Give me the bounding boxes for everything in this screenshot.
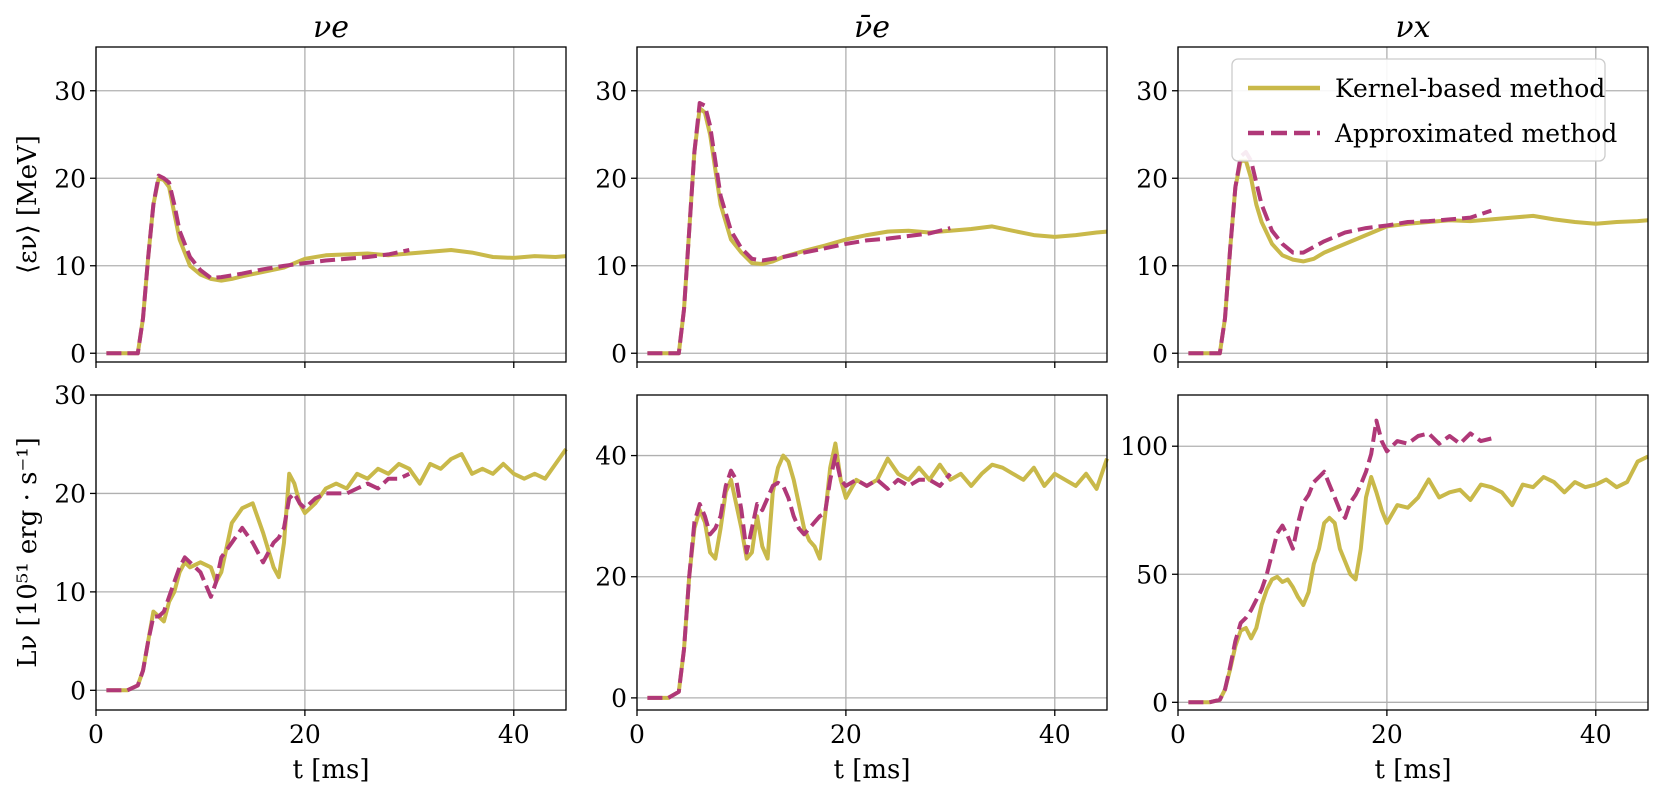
y-tick-label: 40 xyxy=(595,442,627,471)
y-tick-label: 20 xyxy=(1136,164,1168,193)
y-axis-label: ⟨εν⟩ [MeV] xyxy=(13,135,43,274)
panel-2: 0 10 20 30 ν̄e xyxy=(595,10,1108,368)
y-tick-label: 20 xyxy=(54,479,86,508)
series-line-kernel xyxy=(1188,454,1649,705)
x-tick-label: 40 xyxy=(498,720,530,749)
y-tick-label: 0 xyxy=(611,339,627,368)
y-tick-label: 10 xyxy=(54,252,86,281)
y-tick-label: 30 xyxy=(54,381,86,410)
y-tick-label: 10 xyxy=(54,578,86,607)
x-axis-label: t [ms] xyxy=(293,755,370,785)
x-tick-label: 20 xyxy=(289,720,321,749)
y-axis-label: Lν [10⁵¹ erg · s⁻¹] xyxy=(13,437,43,668)
axes-frame xyxy=(636,46,1108,363)
panel-4: 0 20 40 0 10 20 30 t [ms] Lν [10⁵¹ erg · s⁻¹] xyxy=(13,381,568,785)
axes-frame xyxy=(95,46,567,363)
series-line-approx xyxy=(106,173,410,356)
plot-area xyxy=(637,395,1107,710)
legend-label-kernel: Kernel-based method xyxy=(1335,74,1605,103)
x-tick-label: 40 xyxy=(1580,720,1612,749)
y-tick-label: 10 xyxy=(595,252,627,281)
series-line-approx xyxy=(647,101,951,356)
x-tick-label: 20 xyxy=(1371,720,1403,749)
y-tick-label: 20 xyxy=(595,563,627,592)
y-tick-label: 20 xyxy=(595,164,627,193)
y-tick-label: 30 xyxy=(54,77,86,106)
y-tick-label: 0 xyxy=(70,676,86,705)
panel-title: νx xyxy=(1395,10,1430,45)
series-line-approx xyxy=(647,453,952,700)
x-axis-label: t [ms] xyxy=(834,755,911,785)
y-tick-label: 50 xyxy=(1136,560,1168,589)
y-tick-label: 100 xyxy=(1120,432,1168,461)
axes-frame xyxy=(95,394,567,711)
panel-1: 0 10 20 30 νe ⟨εν⟩ [MeV] xyxy=(13,10,567,368)
panel-5: 0 20 40 0 20 40 t [ms] xyxy=(595,394,1109,785)
x-axis-label: t [ms] xyxy=(1375,755,1452,785)
x-tick-label: 0 xyxy=(1170,720,1186,749)
plot-area xyxy=(96,395,566,710)
series-line-approx xyxy=(1188,150,1492,356)
y-tick-label: 0 xyxy=(1152,339,1168,368)
x-tick-label: 20 xyxy=(830,720,862,749)
series-line-kernel xyxy=(1188,158,1649,356)
y-tick-label: 0 xyxy=(1152,688,1168,717)
x-tick-label: 40 xyxy=(1039,720,1071,749)
panel-6: 0 20 40 0 50 100 t [ms] xyxy=(1120,394,1649,785)
series-line-kernel xyxy=(647,441,1109,700)
axes-frame xyxy=(1177,46,1649,363)
y-tick-label: 30 xyxy=(595,77,627,106)
plot-area xyxy=(637,47,1107,362)
legend-box xyxy=(1231,58,1606,162)
legend-label-approx: Approximated method xyxy=(1334,119,1617,148)
chart-panels: 0 10 20 30 νe ⟨εν⟩ [MeV] 0 10 20 30 ν̄e 0 10 20 30 νx 0 2… xyxy=(13,10,1649,785)
axes-frame xyxy=(1177,394,1649,711)
panel-title: ν̄e xyxy=(854,10,890,45)
axes-frame xyxy=(636,394,1108,711)
y-tick-label: 30 xyxy=(1136,77,1168,106)
x-tick-label: 0 xyxy=(629,720,645,749)
y-tick-label: 10 xyxy=(1136,252,1168,281)
y-tick-label: 0 xyxy=(611,684,627,713)
series-line-approx xyxy=(106,471,411,693)
y-tick-label: 20 xyxy=(54,164,86,193)
plot-area xyxy=(96,47,566,362)
series-line-approx xyxy=(1188,418,1492,705)
legend: Kernel-based method Approximated method xyxy=(1231,58,1617,162)
panel-title: νe xyxy=(313,10,349,45)
x-tick-label: 0 xyxy=(88,720,104,749)
plot-area xyxy=(1178,395,1648,710)
y-tick-label: 0 xyxy=(70,339,86,368)
